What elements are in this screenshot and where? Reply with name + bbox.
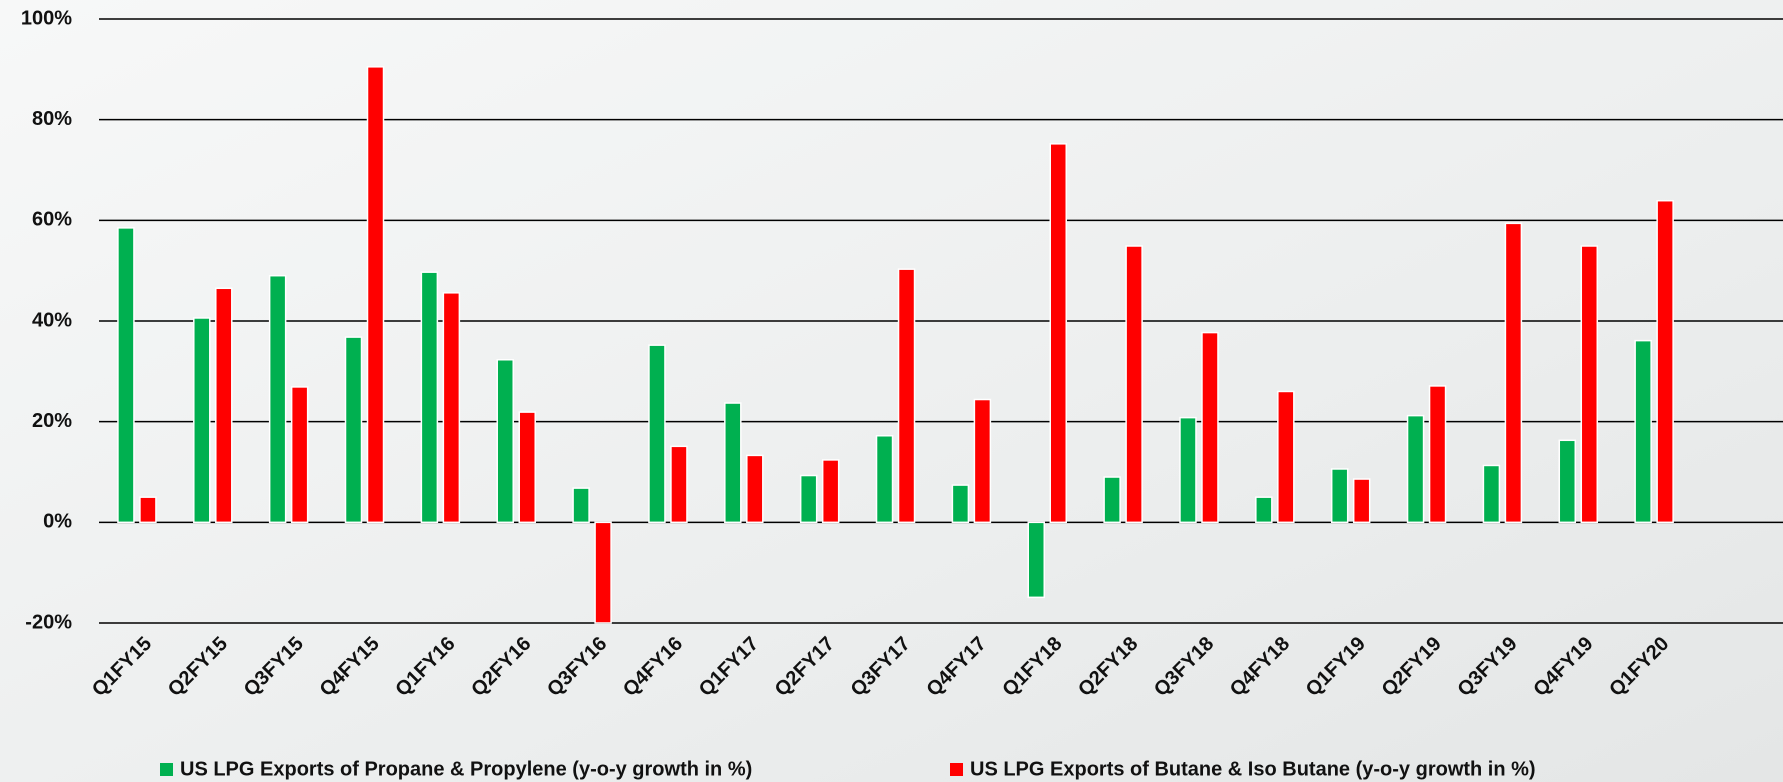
bar	[1256, 497, 1272, 522]
bar	[346, 337, 362, 522]
bar	[194, 318, 210, 522]
bar	[823, 460, 839, 522]
bar	[421, 272, 437, 522]
bar	[1202, 333, 1218, 523]
y-tick-label: 20%	[32, 410, 72, 432]
bar	[118, 228, 134, 522]
page: {"chart_data": {"type": "bar", "categori…	[0, 0, 1783, 782]
y-tick-label: 40%	[32, 309, 72, 331]
bar	[1050, 144, 1066, 523]
bar	[1126, 246, 1142, 522]
legend-label: US LPG Exports of Propane & Propylene (y…	[180, 758, 752, 780]
y-tick-label: 100%	[21, 7, 72, 29]
bar	[801, 476, 817, 523]
bar	[1104, 477, 1120, 522]
y-tick-label: 80%	[32, 108, 72, 130]
legend-swatch	[160, 763, 173, 776]
bar	[573, 488, 589, 522]
bar	[1430, 386, 1446, 522]
bar	[747, 455, 763, 522]
bar	[368, 67, 384, 523]
bar	[952, 485, 968, 522]
bar	[1354, 479, 1370, 522]
legend-label: US LPG Exports of Butane & Iso Butane (y…	[970, 758, 1536, 780]
bar	[443, 293, 459, 523]
bar	[1483, 465, 1499, 522]
bar	[671, 446, 687, 522]
bar	[1180, 418, 1196, 523]
bar	[899, 269, 915, 522]
y-tick-label: -20%	[25, 611, 72, 633]
legend-swatch	[950, 763, 963, 776]
bar	[1028, 522, 1044, 597]
chart: -20%0%20%40%60%80%100%Q1FY15Q2FY15Q3FY15…	[0, 0, 1783, 782]
bar	[519, 412, 535, 522]
bar	[649, 345, 665, 522]
bar	[292, 387, 308, 522]
bar	[1559, 440, 1575, 522]
bar	[1581, 246, 1597, 522]
bar	[216, 288, 232, 522]
bar	[270, 276, 286, 523]
bar	[140, 497, 156, 522]
bar	[497, 360, 513, 523]
bar	[974, 400, 990, 523]
bar	[877, 436, 893, 523]
bar	[1505, 223, 1521, 522]
bar	[1657, 201, 1673, 523]
bar	[1635, 341, 1651, 523]
y-tick-label: 0%	[43, 511, 72, 533]
bar	[1332, 469, 1348, 522]
bar	[725, 403, 741, 522]
y-tick-label: 60%	[32, 209, 72, 231]
bar	[595, 522, 611, 623]
bar	[1408, 416, 1424, 523]
bar	[1278, 391, 1294, 522]
